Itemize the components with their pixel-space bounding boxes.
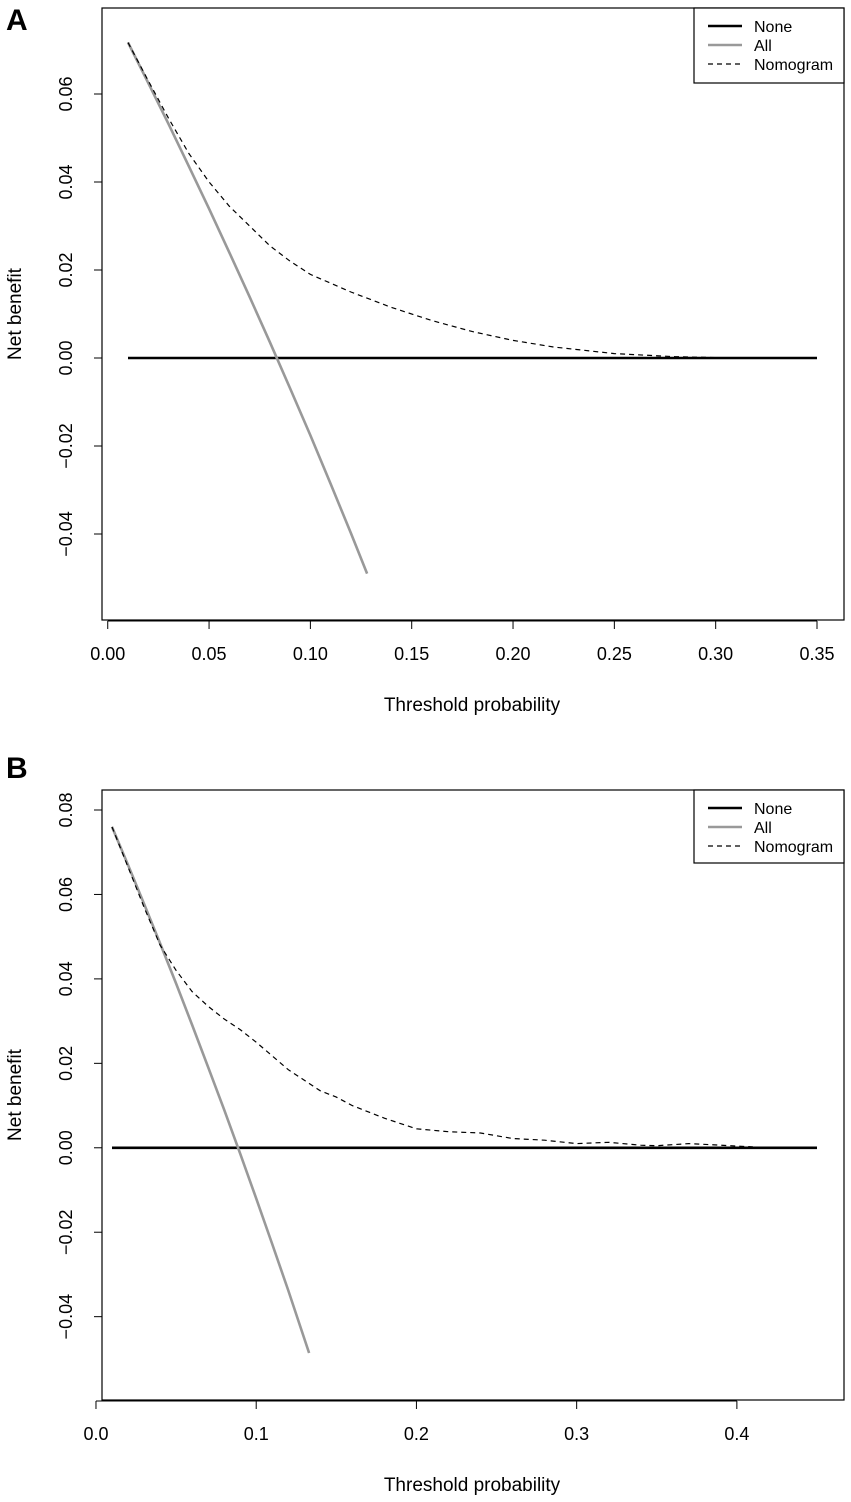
x-tick-label: 0.15 (394, 644, 429, 664)
panel-a: A 0.00 0.05 0.10 0.15 0.20 0.25 0.30 0.35 −0.04 −0… (5, 4, 845, 716)
y-tick-label: −0.02 (56, 423, 76, 469)
x-tick-label: 0.4 (724, 1424, 749, 1444)
y-axis-title: Net benefit (5, 1048, 26, 1141)
y-tick-label: 0.06 (56, 76, 76, 111)
panel-letter: A (6, 4, 28, 37)
y-tick-label: 0.02 (56, 252, 76, 287)
x-tick-label: 0.2 (404, 1424, 429, 1444)
x-tick-label: 0.00 (90, 644, 125, 664)
y-tick-label: 0.02 (56, 1046, 76, 1081)
legend-label: None (754, 801, 792, 818)
legend-label: All (754, 38, 772, 55)
x-tick-label: 0.3 (564, 1424, 589, 1444)
y-tick-label: −0.04 (56, 511, 76, 557)
y-axis-title: Net benefit (5, 267, 26, 360)
x-tick-label: 0.05 (192, 644, 227, 664)
plot-frame (101, 789, 845, 1401)
y-tick-label: 0.00 (56, 340, 76, 375)
x-tick-label: 0.25 (597, 644, 632, 664)
y-tick-label: 0.08 (56, 792, 76, 827)
legend-label: Nomogram (754, 57, 833, 74)
y-tick-label: 0.06 (56, 877, 76, 912)
x-axis-title: Threshold probability (384, 695, 561, 716)
series-line-all (110, 826, 311, 1354)
legend-label: All (754, 820, 772, 837)
series-line-nomogram (127, 42, 777, 359)
y-tick-label: −0.04 (56, 1294, 76, 1340)
x-tick-label: 0.35 (799, 644, 834, 664)
legend-label: Nomogram (754, 839, 833, 856)
plot-frame (101, 7, 845, 621)
x-tick-label: 0.1 (244, 1424, 269, 1444)
y-tick-label: 0.00 (56, 1130, 76, 1165)
series-line-all (126, 41, 369, 575)
legend: None All Nomogram (693, 7, 845, 84)
y-tick-label: 0.04 (56, 164, 76, 199)
panel-b: B 0.0 0.1 0.2 0.3 0.4 −0.04 −0.02 0.00 0.02 0.04 0.… (5, 752, 845, 1496)
x-tick-label: 0.10 (293, 644, 328, 664)
series-line-nomogram (111, 826, 753, 1148)
y-tick-label: 0.04 (56, 961, 76, 996)
x-tick-label: 0.30 (698, 644, 733, 664)
panel-letter: B (6, 752, 28, 785)
legend: None All Nomogram (693, 789, 845, 864)
x-axis-title: Threshold probability (384, 1475, 561, 1496)
y-tick-label: −0.02 (56, 1209, 76, 1255)
x-tick-label: 0.20 (496, 644, 531, 664)
legend-label: None (754, 19, 792, 36)
x-tick-label: 0.0 (83, 1424, 108, 1444)
